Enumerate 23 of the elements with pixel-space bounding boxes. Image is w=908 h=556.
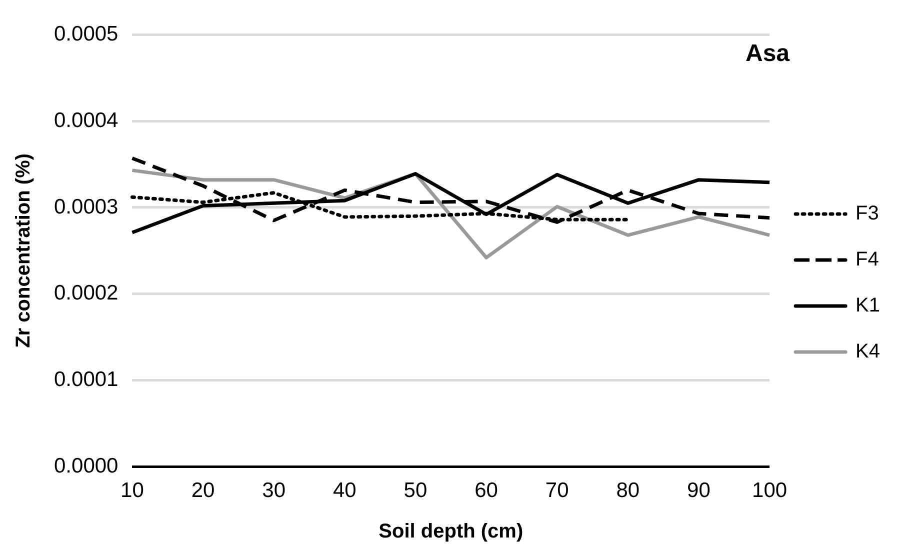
y-tick-label: 0.0000 [54,454,118,478]
y-tick-label: 0.0003 [54,195,118,218]
chart-title: Asa [746,40,790,68]
x-tick-label: 70 [545,479,569,502]
x-tick-label: 20 [191,479,215,502]
x-tick-label: 90 [687,479,710,502]
x-tick-label: 50 [404,479,428,502]
y-tick-label: 0.0004 [54,108,119,132]
legend-label: K4 [856,340,880,363]
legend-label: F3 [856,202,879,225]
x-tick-label: 10 [120,479,144,502]
x-axis-title: Soil depth (cm) [378,520,524,543]
legend-label: F4 [856,248,879,271]
y-tick-label: 0.0001 [54,368,118,392]
x-tick-label: 60 [474,479,498,502]
x-tick-label: 80 [616,479,640,502]
y-axis-title: Zr concentration (%) [12,153,35,348]
x-tick-label: 40 [332,479,356,502]
x-tick-label: 30 [262,479,286,502]
y-tick-label: 0.0002 [54,282,118,305]
x-tick-label: 100 [752,479,788,502]
y-tick-label: 0.0005 [54,22,118,46]
legend-label: K1 [856,294,880,317]
